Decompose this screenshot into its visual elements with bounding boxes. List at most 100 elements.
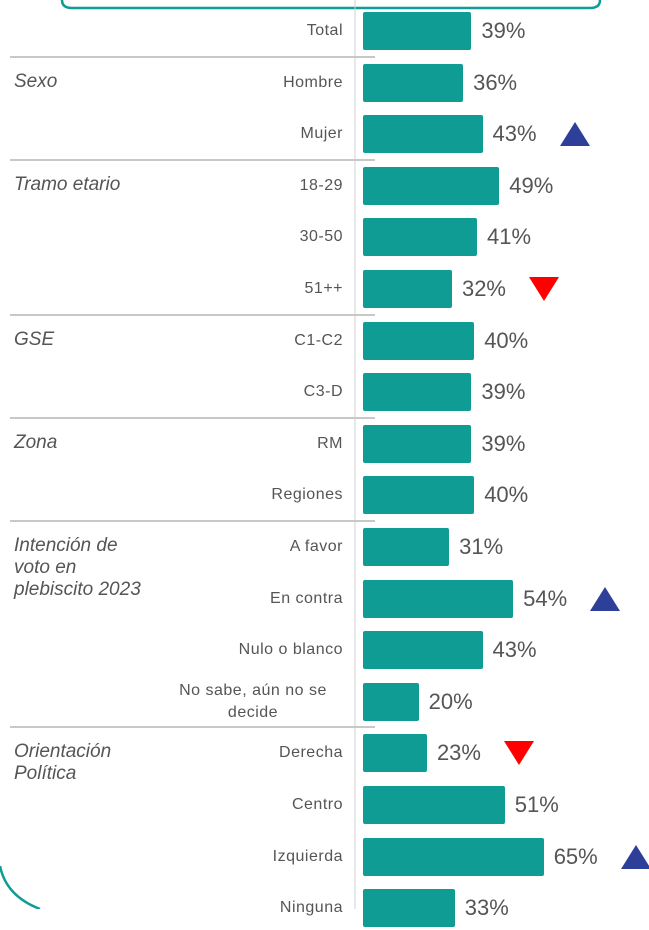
category-label: Ninguna	[150, 886, 343, 930]
group-label: Orientación Política	[14, 741, 112, 785]
category-text: Centro	[291, 796, 343, 813]
significance-marker	[529, 277, 559, 301]
group-separator	[10, 313, 375, 316]
bar	[363, 528, 450, 566]
bar	[363, 270, 452, 308]
group-separator	[10, 55, 375, 58]
category-label: 30-50	[150, 215, 343, 259]
significance-marker	[590, 586, 621, 611]
category-label: En contra	[150, 577, 343, 621]
bar	[363, 12, 472, 50]
value-group: 39%	[481, 373, 525, 411]
group-label: Intención de voto en plebiscito 2023	[14, 535, 141, 600]
value-group: 40%	[484, 476, 528, 514]
category-text: Izquierda	[272, 847, 343, 865]
category-label: Total	[150, 9, 343, 53]
category-text: No sabe, aún no se decide	[179, 681, 327, 721]
value-label: 36%	[473, 69, 518, 95]
category-text: 51++	[304, 280, 343, 297]
value-group: 39%	[481, 12, 525, 50]
bar	[363, 321, 475, 360]
value-label: 40%	[484, 327, 529, 353]
group-separator	[10, 158, 375, 161]
value-label: 39%	[481, 18, 526, 43]
value-group: 39%	[481, 425, 525, 463]
category-label: C3-D	[150, 370, 343, 414]
bar	[363, 476, 475, 515]
category-label: Regiones	[150, 473, 343, 517]
group-label: Tramo etario	[14, 173, 121, 195]
corner-border	[0, 865, 41, 909]
category-text: Nulo o blanco	[238, 641, 343, 659]
significance-marker	[559, 122, 590, 147]
marker-triangle	[503, 741, 534, 766]
bar	[363, 579, 514, 618]
top-border	[60, 0, 602, 10]
value-group: 20%	[429, 683, 473, 721]
value-label: 51%	[514, 792, 559, 817]
significance-marker	[503, 741, 534, 766]
category-label: A favor	[150, 525, 343, 569]
value-group: 33%	[465, 889, 509, 927]
value-label: 23%	[436, 740, 481, 766]
marker-triangle	[590, 586, 621, 611]
category-text: En contra	[270, 589, 343, 607]
value-label: 20%	[428, 688, 473, 714]
category-text: RM	[317, 434, 343, 452]
group-separator	[10, 726, 375, 729]
value-group: 43%	[493, 115, 591, 153]
bar	[363, 837, 544, 876]
value-group: 31%	[459, 528, 503, 566]
category-text: Ninguna	[279, 899, 343, 917]
category-label: Hombre	[150, 61, 343, 105]
value-label: 49%	[509, 172, 554, 198]
value-group: 65%	[554, 838, 649, 876]
value-group: 49%	[509, 167, 553, 205]
category-text: 30-50	[299, 228, 343, 246]
category-label: 18-29	[150, 164, 343, 208]
category-label: Nulo o blanco	[150, 628, 343, 672]
group-label: GSE	[14, 328, 55, 350]
value-label: 65%	[553, 843, 598, 869]
group-label: Sexo	[14, 70, 58, 92]
category-label: Mujer	[150, 112, 343, 156]
bar	[363, 734, 427, 773]
group-label: Zona	[14, 431, 58, 453]
group-separator	[10, 520, 375, 522]
bar	[363, 786, 505, 824]
category-text: C1-C2	[294, 331, 343, 349]
value-label: 39%	[481, 430, 526, 456]
value-label: 39%	[481, 379, 526, 405]
marker-triangle	[559, 122, 590, 147]
bar	[363, 63, 464, 102]
bar	[363, 373, 472, 412]
bar	[363, 889, 455, 928]
category-text: A favor	[289, 538, 343, 555]
value-label: 33%	[464, 895, 509, 921]
category-text: Total	[306, 22, 343, 39]
value-group: 36%	[473, 64, 517, 102]
value-group: 40%	[484, 322, 528, 360]
category-label: No sabe, aún no se decide	[150, 680, 343, 724]
value-label: 43%	[492, 121, 537, 147]
category-label: 51++	[150, 267, 343, 311]
value-label: 41%	[486, 224, 532, 250]
category-text: C3-D	[303, 383, 343, 401]
frame	[0, 0, 602, 909]
category-label: RM	[150, 422, 343, 466]
category-label: Centro	[150, 783, 343, 827]
category-text: Derecha	[279, 744, 343, 762]
category-label: Izquierda	[150, 835, 343, 879]
bar	[363, 631, 483, 670]
marker-triangle	[620, 844, 649, 869]
category-text: 18-29	[299, 176, 343, 194]
bar	[363, 166, 500, 205]
value-label: 54%	[523, 585, 568, 611]
bar	[363, 218, 477, 257]
category-label: C1-C2	[150, 319, 343, 363]
bar	[363, 424, 472, 463]
value-label: 43%	[492, 637, 537, 663]
value-label: 31%	[459, 534, 504, 559]
category-text: Regiones	[271, 486, 343, 504]
bar	[363, 115, 483, 154]
